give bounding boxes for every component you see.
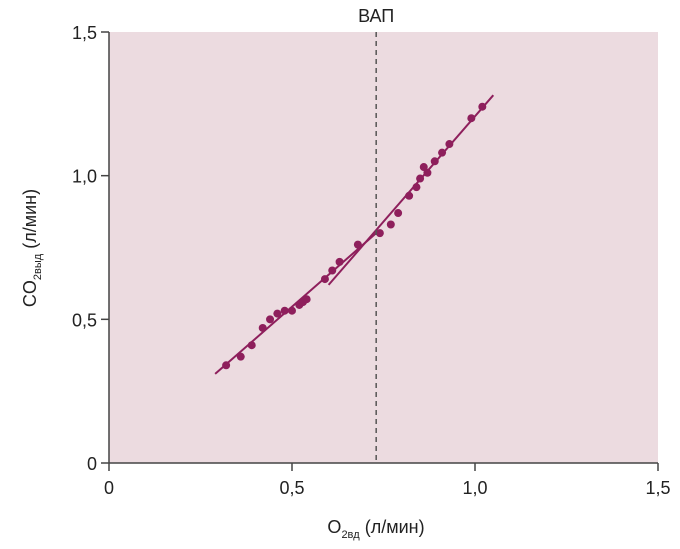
data-point: [430, 157, 439, 166]
data-point: [320, 275, 329, 284]
data-point: [467, 114, 476, 123]
fit-line: [327, 94, 495, 286]
data-point: [328, 266, 337, 275]
threshold-label: ВАП: [358, 6, 394, 26]
x-axis-title: O2вд (л/мин): [327, 517, 424, 541]
data-point: [386, 220, 395, 229]
data-point: [412, 183, 421, 192]
data-point: [280, 306, 289, 315]
data-point: [222, 361, 231, 370]
data-point: [478, 102, 487, 111]
x-tick-label: 0: [104, 478, 114, 498]
data-point: [416, 174, 425, 183]
y-tick-label: 0,5: [72, 310, 97, 330]
data-point: [288, 306, 296, 315]
x-tick-label: 0,5: [279, 478, 304, 498]
data-point: [419, 163, 428, 172]
data-point: [438, 148, 447, 157]
y-tick-label: 0: [87, 454, 97, 474]
data-point: [394, 209, 403, 218]
plot-area: [109, 32, 658, 463]
y-axis-title: CO2выд(л/мин): [20, 189, 44, 307]
x-tick-label: 1,5: [645, 478, 670, 498]
data-point: [273, 309, 282, 318]
x-tick-label: 1,0: [462, 478, 487, 498]
data-point: [405, 191, 414, 200]
data-point: [247, 341, 256, 350]
y-tick-label: 1,0: [72, 167, 97, 187]
data-point: [335, 257, 344, 266]
data-point: [423, 168, 432, 177]
data-point: [445, 140, 454, 149]
y-tick-label: 1,5: [72, 23, 97, 43]
data-point: [236, 352, 245, 361]
data-point: [353, 240, 362, 249]
data-point: [266, 315, 275, 324]
data-point: [375, 229, 384, 238]
data-point: [258, 323, 267, 332]
data-point: [302, 295, 311, 304]
